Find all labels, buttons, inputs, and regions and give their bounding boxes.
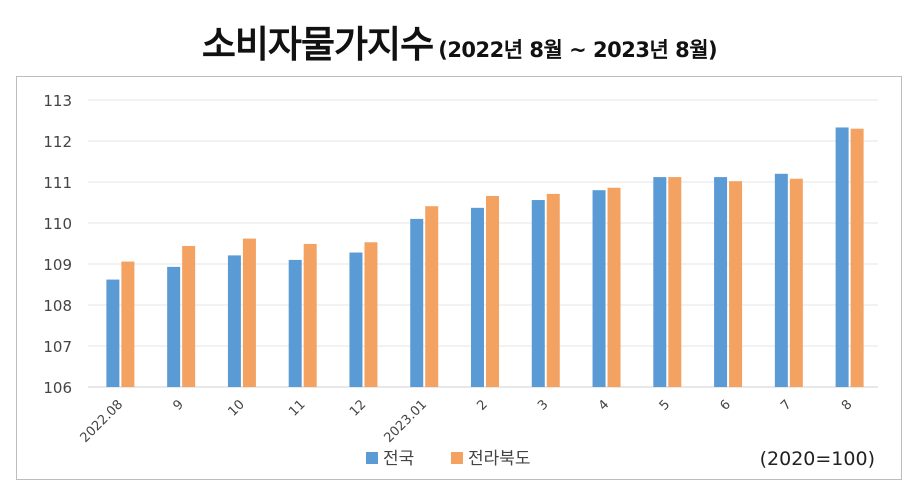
y-tick-label: 107: [43, 338, 72, 356]
y-tick-label: 106: [43, 379, 72, 397]
bar-series-1: [774, 173, 788, 387]
x-tick-label: 5: [657, 397, 673, 413]
bar-series-1: [106, 279, 120, 387]
bar-series-1: [471, 207, 484, 387]
chart-title: 소비자물가지수 (2022년 8월 ~ 2023년 8월): [0, 14, 919, 68]
y-tick-label: 108: [43, 297, 72, 315]
base-year-note: (2020=100): [759, 448, 875, 470]
bar-series-1: [288, 259, 302, 387]
x-tick-label: 8: [839, 397, 855, 413]
x-tick-label: 2022.08: [78, 397, 127, 446]
legend-swatch: [366, 452, 378, 464]
bar-series-2: [242, 238, 256, 387]
x-tick-label: 6: [717, 397, 733, 413]
y-tick-label: 111: [43, 174, 72, 192]
x-tick-label: 2: [474, 397, 490, 413]
bar-series-2: [789, 178, 803, 387]
y-tick-label: 109: [43, 256, 72, 274]
legend-label: 전라북도: [468, 449, 531, 469]
bar-series-1: [653, 177, 667, 387]
bar-series-1: [531, 200, 545, 387]
x-tick-label: 10: [225, 397, 247, 419]
x-tick-label: 12: [347, 397, 369, 419]
x-tick-label: 2023.01: [381, 397, 430, 446]
title-subtitle: (2022년 8월 ~ 2023년 8월): [438, 38, 718, 62]
bar-series-2: [364, 242, 378, 387]
bar-series-1: [227, 255, 241, 387]
y-tick-label: 112: [43, 133, 72, 151]
legend-swatch: [451, 452, 463, 464]
legend-label: 전국: [383, 449, 414, 469]
x-tick-label: 11: [286, 397, 308, 419]
y-tick-label: 110: [43, 215, 72, 233]
bar-series-1: [592, 190, 606, 387]
bar-series-2: [729, 181, 743, 387]
bar-series-2: [546, 193, 560, 387]
bar-series-2: [486, 195, 499, 387]
x-tick-label: 9: [171, 397, 187, 413]
x-tick-label: 4: [596, 397, 612, 413]
bar-series-2: [425, 206, 439, 387]
bar-series-1: [714, 177, 728, 387]
bar-series-2: [668, 177, 682, 387]
bar-series-2: [850, 128, 864, 387]
y-tick-label: 113: [43, 92, 72, 110]
bar-series-2: [303, 243, 317, 387]
x-tick-label: 7: [778, 397, 794, 413]
bar-series-2: [121, 261, 135, 387]
chart-frame: [16, 76, 902, 480]
bar-series-1: [167, 266, 181, 387]
bar-series-1: [410, 218, 424, 387]
title-main: 소비자물가지수: [201, 23, 434, 66]
bar-series-1: [835, 127, 849, 387]
bar-series-2: [607, 187, 621, 387]
bar-series-1: [349, 252, 363, 387]
x-tick-label: 3: [535, 397, 551, 413]
bar-series-2: [182, 245, 196, 387]
